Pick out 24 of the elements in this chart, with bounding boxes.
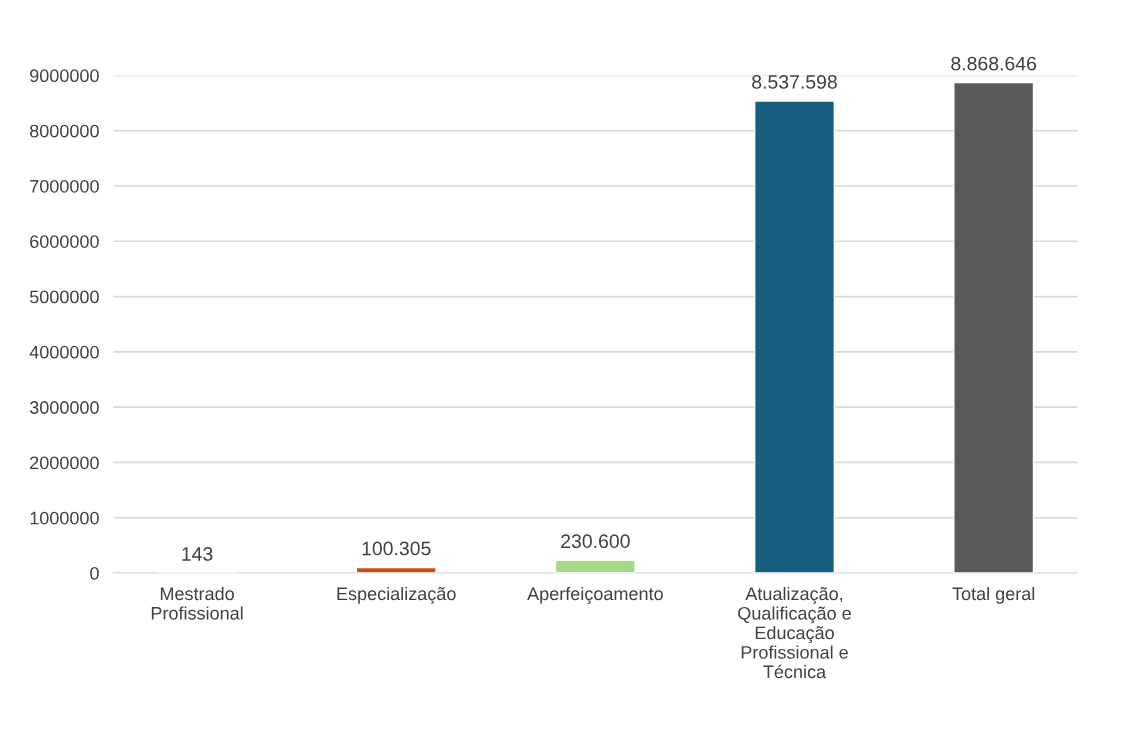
- x-tick-label: Atualização, Qualificação e Educação Profissional e Técnica: [738, 586, 851, 679]
- bar: [953, 81, 1035, 574]
- y-tick-label: 6000000: [30, 235, 99, 248]
- x-tick-label: Aperfeiçoamento: [527, 586, 663, 604]
- data-label: 230.600: [561, 534, 630, 549]
- y-tick-label: 9000000: [30, 69, 99, 83]
- y-tick-label: 5000000: [29, 290, 99, 304]
- x-tick-label: Mestrado Profissional: [151, 586, 243, 620]
- data-label: 143: [182, 547, 213, 561]
- y-tick-label: 4000000: [29, 345, 99, 359]
- data-label: 8.868.646: [951, 56, 1037, 71]
- bar: [753, 100, 836, 574]
- y-tick-label: 7000000: [30, 179, 99, 193]
- y-tick-label: 3000000: [29, 401, 99, 414]
- bar: [554, 559, 636, 574]
- y-tick-label: 8000000: [30, 124, 99, 138]
- x-tick-label: Especialização: [337, 586, 456, 604]
- y-tick-label: 0: [90, 566, 99, 580]
- data-label: 100.305: [362, 541, 431, 556]
- data-label: 8.537.598: [752, 75, 837, 89]
- x-tick-label: Total geral: [952, 586, 1035, 604]
- bar: [355, 566, 437, 574]
- y-tick-label: 1000000: [30, 511, 99, 525]
- y-tick-label: 2000000: [30, 456, 99, 470]
